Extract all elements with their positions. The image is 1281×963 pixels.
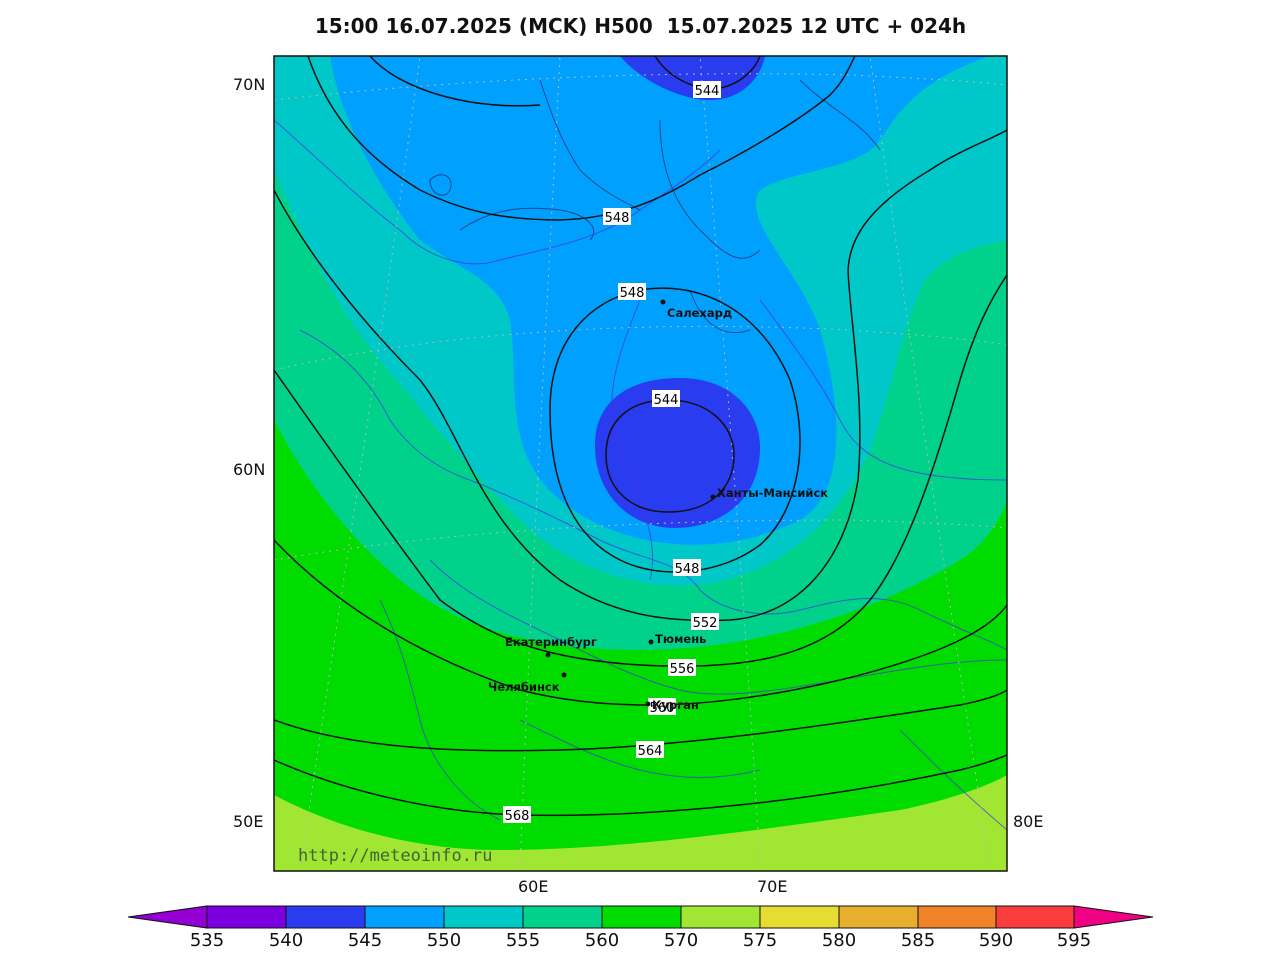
contour-label: 548: [605, 211, 630, 226]
contour-label: 564: [638, 744, 663, 759]
colorbar-segment: [285, 905, 366, 929]
colorbar-label: 555: [505, 930, 541, 951]
colorbar-segment: [601, 905, 682, 929]
colorbar-label: 570: [663, 930, 699, 951]
contour-552: [274, 129, 1007, 622]
city-label: Курган: [652, 698, 699, 712]
colorbar-segment: [680, 905, 761, 929]
contour-560: [274, 539, 1007, 706]
field-575: [274, 775, 1007, 871]
field-550: [330, 56, 990, 545]
city-marker: [545, 652, 551, 658]
city-label: Ханты-Мансийск: [717, 486, 828, 500]
colorbar-segment: [917, 905, 997, 929]
colorbar: [127, 905, 1154, 929]
map-title: 15:00 16.07.2025 (MCK) H500 15.07.2025 1…: [314, 14, 967, 38]
city-label: Челябинск: [488, 680, 560, 694]
city-label: Салехард: [667, 306, 732, 320]
colorbar-segment: [443, 905, 524, 929]
colorbar-label: 550: [426, 930, 462, 951]
colorbar-segment: [364, 905, 445, 929]
contour-label: 568: [505, 809, 530, 824]
colorbar-low-arrow: [127, 905, 208, 929]
contour-label: 544: [695, 84, 720, 99]
city-label: Екатеринбург: [505, 635, 597, 649]
contour-568: [274, 754, 1007, 817]
lat-label-60n: 60N: [233, 460, 266, 479]
lat-label-70n: 70N: [233, 75, 266, 94]
city-marker: [660, 299, 666, 305]
contour-label: 560: [650, 701, 675, 716]
colorbar-label: 540: [268, 930, 304, 951]
colorbar-segment: [206, 905, 287, 929]
city-label: Тюмень: [655, 632, 706, 646]
colorbar-segment: [759, 905, 840, 929]
city-marker: [561, 672, 567, 678]
lat-label-50: 50E: [233, 812, 264, 831]
admin-borders: [274, 119, 1007, 831]
map-frame: [273, 55, 1008, 872]
colorbar-label: 590: [978, 930, 1014, 951]
contour-label: 544: [654, 393, 679, 408]
colorbar-segment: [838, 905, 919, 929]
colorbar-label: 560: [584, 930, 620, 951]
contour-556: [274, 274, 1007, 667]
colorbar-high-arrow: [1073, 905, 1154, 929]
contour-label: 548: [675, 562, 700, 577]
colorbar-label: 585: [900, 930, 936, 951]
contour-544-center: [605, 399, 735, 513]
contour-label-group: 544 548 548 544 548 552 556 560 564 568: [503, 81, 721, 824]
colorbar-label: 595: [1056, 930, 1092, 951]
contour-548-ne: [369, 56, 541, 107]
city-marker: [645, 701, 651, 707]
colorbar-segment: [522, 905, 603, 929]
colorbar-label: 535: [189, 930, 225, 951]
lon-label-70e: 70E: [757, 877, 788, 896]
city-marker: [710, 494, 716, 500]
colorbar-label: 575: [742, 930, 778, 951]
graticule: [274, 56, 1007, 871]
cities: Салехард Ханты-Мансийск Екатеринбург Тюм…: [488, 299, 828, 712]
colorbar-label: 545: [347, 930, 383, 951]
contour-label: 548: [620, 286, 645, 301]
colorbar-segment: [995, 905, 1075, 929]
contour-label: 552: [693, 616, 718, 631]
contour-564: [274, 689, 1007, 752]
coastline: [429, 79, 881, 334]
watermark: http://meteoinfo.ru: [298, 846, 492, 866]
colorbar-label: 580: [821, 930, 857, 951]
contour-label: 556: [670, 662, 695, 677]
city-marker: [648, 639, 654, 645]
lon-label-80e: 80E: [1013, 812, 1044, 831]
lon-label-60e: 60E: [518, 877, 549, 896]
field-545-north: [620, 56, 765, 100]
